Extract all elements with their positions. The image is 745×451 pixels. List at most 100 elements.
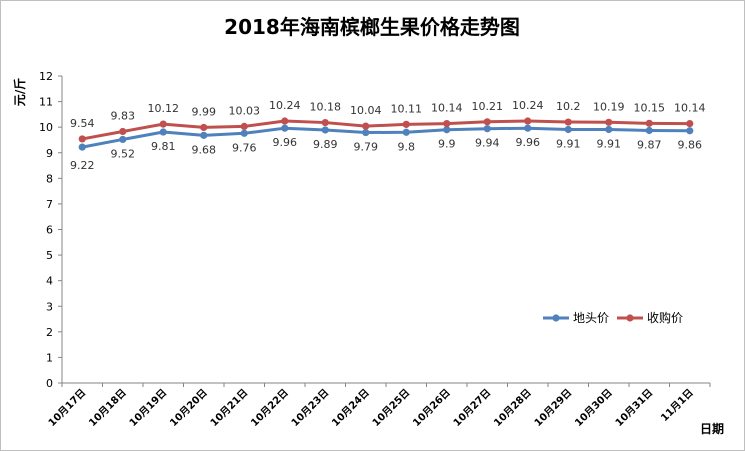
x-tick-label: 10月28日 [492,387,534,429]
x-tick-label: 10月26日 [411,387,453,429]
x-tick-label: 10月29日 [532,387,574,429]
x-tick-label: 10月30日 [573,387,615,429]
data-label: 10.03 [229,104,261,117]
data-label: 9.83 [111,110,136,123]
data-point [200,131,208,139]
data-point [402,128,410,136]
y-tick-label: 0 [46,377,53,390]
x-tick-label: 10月20日 [168,387,210,429]
data-point [240,122,248,130]
data-label: 10.24 [269,99,301,112]
data-label: 9.76 [232,141,257,154]
data-point [443,119,451,128]
data-label: 10.21 [472,100,504,113]
x-tick-label: 10月31日 [613,387,655,429]
data-point [78,135,86,143]
legend-label: 地头价 [573,311,609,325]
data-point [686,119,694,128]
y-tick-label: 4 [46,275,53,288]
x-tick-label: 10月22日 [249,387,291,429]
series-1: 9.54 9.83 10.12 9.99 10.03 10.24 10.18 10.04 10.… [70,99,706,143]
data-label: 10.24 [512,99,544,112]
data-label: 9.22 [70,159,95,172]
data-point [321,118,329,127]
data-label: 10.11 [391,102,423,115]
legend-swatch-marker [552,314,560,322]
data-point [524,124,532,132]
data-point [686,127,694,135]
legend-item-1: 收购价 [617,310,683,325]
data-point [645,126,653,135]
x-tick-label: 10月27日 [451,387,493,429]
data-label: 9.87 [637,138,662,151]
data-point [443,126,451,134]
y-tick-label: 8 [46,172,53,185]
data-label: 9.68 [192,143,217,156]
legend-label: 收购价 [647,310,683,325]
data-label: 9.79 [354,141,379,154]
series-0: 9.22 9.52 9.81 9.68 9.76 9.96 9.89 9.79 9.8 9.9 9.… [70,124,702,172]
x-tick-label: 10月21日 [208,387,250,429]
y-tick-label: 5 [46,249,53,262]
data-label: 10.19 [593,100,625,113]
data-label: 9.9 [438,138,456,151]
data-point [78,143,86,151]
legend-item-0: 地头价 [543,311,609,325]
y-tick-label: 11 [39,96,53,109]
x-axis-title: 日期 [700,421,724,436]
data-label: 10.18 [310,101,342,114]
data-label: 10.14 [431,102,463,115]
series-layer: 9.229.529.81 9.68 9.76 9.96 9.89 9.79 9.8 9.9 9.… [70,99,706,172]
data-label: 9.8 [398,140,416,153]
data-label: 9.99 [192,105,217,118]
x-tick-label: 10月18日 [87,387,129,429]
data-point [564,125,572,134]
y-tick-label: 10 [39,121,53,134]
data-point [200,123,208,132]
y-tick-label: 7 [46,198,53,211]
data-point [119,127,127,136]
data-label: 10.14 [674,102,706,115]
x-tick-label: 10月19日 [127,387,169,429]
data-label: 10.04 [350,104,382,117]
x-tick-label: 10月23日 [289,387,331,429]
data-point [483,125,491,133]
data-point [159,128,167,136]
y-tick-label: 2 [46,326,53,339]
data-point [605,118,613,126]
x-tick-label: 11月1日 [658,387,695,424]
y-tick-label: 12 [39,70,53,83]
data-label: 9.96 [273,136,298,149]
data-point [362,122,370,130]
x-tick-label: 10月17日 [46,387,88,429]
data-label: 9.96 [516,136,541,149]
data-point [605,125,613,134]
data-label: 9.54 [70,117,95,130]
data-point [281,124,289,132]
legend: 地头价 收购价 [543,310,683,325]
y-tick-label: 1 [46,351,53,364]
data-point [159,120,167,128]
data-label: 9.94 [475,137,500,150]
data-point [524,117,532,125]
x-tick-label: 10月25日 [370,387,412,429]
x-tick-label: 10月24日 [330,387,372,429]
data-label: 9.91 [597,137,622,150]
y-tick-label: 6 [46,224,53,237]
data-label: 9.89 [313,138,338,151]
data-point [564,118,572,126]
x-ticks: 10月17日10月18日10月19日10月20日10月21日10月22日10月2… [46,383,711,429]
data-point [240,129,248,137]
data-label: 9.52 [111,147,136,160]
series-line [81,119,690,141]
y-tick-label: 9 [46,147,53,160]
y-axis-title: 元/斤 [12,78,27,106]
data-label: 10.2 [556,100,581,113]
series-line [81,126,690,149]
data-label: 9.91 [556,137,581,150]
data-label: 10.12 [148,102,180,115]
data-point [321,126,329,134]
